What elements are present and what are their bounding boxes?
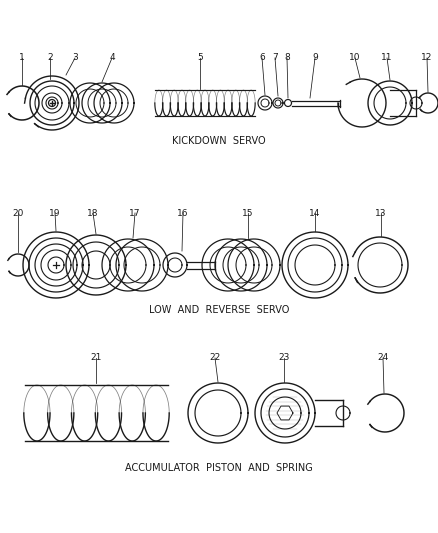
Text: 7: 7 [272,53,278,62]
Text: 12: 12 [421,53,433,62]
Text: 4: 4 [109,53,115,62]
Text: 11: 11 [381,53,393,62]
Text: KICKDOWN  SERVO: KICKDOWN SERVO [172,136,266,146]
Text: 1: 1 [19,53,25,62]
Text: 16: 16 [177,208,189,217]
Text: 20: 20 [12,208,24,217]
Text: 19: 19 [49,208,61,217]
Text: 6: 6 [259,53,265,62]
Text: 8: 8 [284,53,290,62]
Text: 22: 22 [209,353,221,362]
Text: 14: 14 [309,208,321,217]
Text: 21: 21 [90,353,102,362]
Text: LOW  AND  REVERSE  SERVO: LOW AND REVERSE SERVO [149,305,289,315]
Text: 10: 10 [349,53,361,62]
Text: 24: 24 [378,353,389,362]
Text: 18: 18 [87,208,99,217]
Text: 2: 2 [47,53,53,62]
Text: 13: 13 [375,208,387,217]
Text: 3: 3 [72,53,78,62]
Text: 23: 23 [278,353,290,362]
Text: 9: 9 [312,53,318,62]
Text: 5: 5 [197,53,203,62]
Text: ACCUMULATOR  PISTON  AND  SPRING: ACCUMULATOR PISTON AND SPRING [125,463,313,473]
Text: 15: 15 [242,208,254,217]
Text: 17: 17 [129,208,141,217]
